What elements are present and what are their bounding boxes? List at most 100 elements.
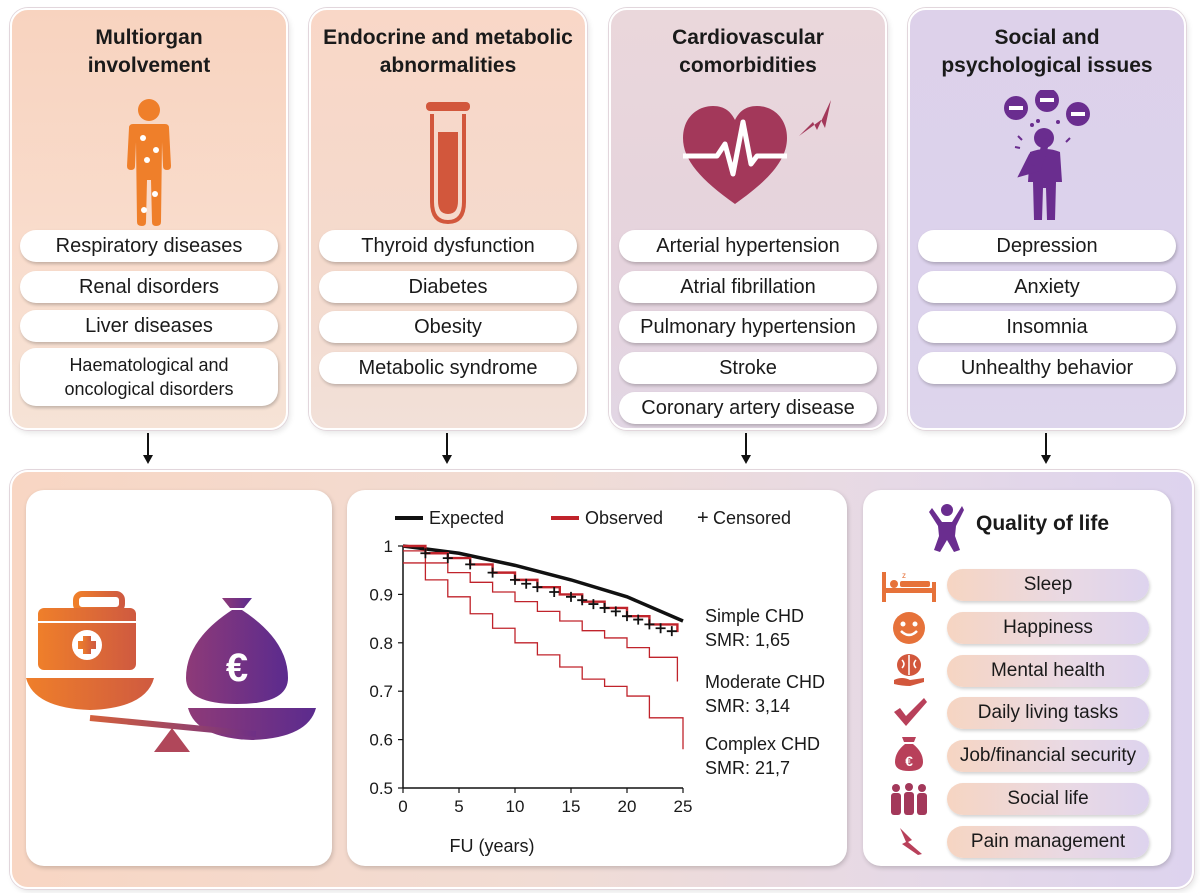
censored-mark <box>549 586 560 597</box>
list-item: Metabolic syndrome <box>319 352 577 384</box>
censored-mark <box>442 553 453 564</box>
currency-symbol: € <box>226 646 248 690</box>
group-people-icon <box>891 783 927 815</box>
legend-label-observed: Observed <box>585 508 663 528</box>
panel-cardiovascular: Cardiovascular comorbidities Arterial hy… <box>609 8 887 430</box>
list-item: Respiratory diseases <box>20 230 278 262</box>
series-line-3 <box>403 562 684 750</box>
x-tick-label: 10 <box>506 797 525 816</box>
bed-icon: z <box>882 571 936 602</box>
panel-title: Social and psychological issues <box>941 26 1153 77</box>
qol-item: Job/financial security <box>947 740 1149 772</box>
survival-chart: Expected Observed + Censored 0 5 10 15 20 25 0… <box>369 507 825 856</box>
y-tick-label: 0.9 <box>369 585 393 604</box>
healthcare-cost-card: € <box>26 490 332 866</box>
list-item: Liver diseases <box>20 310 278 342</box>
cost-balance-icon: € <box>26 591 316 752</box>
annotation-simple-chd: Simple CHD <box>705 606 804 626</box>
annotation-moderate-smr: SMR: 3,14 <box>705 696 790 716</box>
panel-endocrine: Endocrine and metabolic abnormalities Th… <box>309 8 587 430</box>
censored-mark <box>633 614 644 625</box>
x-tick-label: 0 <box>398 797 407 816</box>
down-arrow-icon <box>741 433 751 464</box>
censored-mark <box>622 611 632 622</box>
qol-item: Daily living tasks <box>947 697 1149 729</box>
list-item: Diabetes <box>319 271 577 303</box>
quality-of-life-title: Quality of life <box>976 512 1110 535</box>
censored-mark <box>577 595 588 606</box>
legend-label-expected: Expected <box>429 508 504 528</box>
list-item: Pulmonary hypertension <box>619 311 877 343</box>
list-item: Stroke <box>619 352 877 384</box>
x-tick-label: 5 <box>454 797 463 816</box>
list-item: Thyroid dysfunction <box>319 230 577 262</box>
down-arrow-icon <box>1041 433 1051 464</box>
worried-person-icon <box>1004 90 1090 220</box>
list-item: Coronary artery disease <box>619 392 877 424</box>
panel-multiorgan: Multiorgan involvement Respiratory disea… <box>10 8 288 430</box>
qol-item: Social life <box>947 783 1149 815</box>
series-line-2 <box>403 550 679 682</box>
censored-mark <box>655 623 666 634</box>
x-tick-label: 15 <box>562 797 581 816</box>
annotation-complex-chd: Complex CHD <box>705 734 820 754</box>
list-item: Anxiety <box>918 271 1176 303</box>
x-tick-label: 25 <box>674 797 693 816</box>
chart-legend: Expected Observed + Censored <box>395 507 791 529</box>
list-item: Haematological and oncological disorders <box>20 348 278 406</box>
down-arrow-icon <box>442 433 452 464</box>
list-item: Insomnia <box>918 311 1176 343</box>
money-bag-icon: € <box>895 737 923 771</box>
x-axis-label: FU (years) <box>450 836 535 856</box>
qol-item: Mental health <box>947 655 1149 687</box>
censored-mark <box>666 626 677 637</box>
svg-text:z: z <box>902 571 906 580</box>
censored-mark <box>566 591 576 602</box>
list-item: Depression <box>918 230 1176 262</box>
censored-mark <box>532 582 543 593</box>
panel-title: Multiorgan involvement <box>87 26 211 77</box>
qol-item: Happiness <box>947 612 1149 644</box>
list-item: Renal disorders <box>20 271 278 303</box>
down-arrow-icon <box>143 433 153 464</box>
censored-mark <box>521 578 532 589</box>
censored-mark <box>599 602 610 613</box>
y-tick-label: 0.5 <box>369 779 393 798</box>
censored-mark <box>487 567 498 578</box>
brain-hand-icon <box>894 654 924 686</box>
smiley-icon <box>893 612 925 644</box>
y-tick-label: 1 <box>384 537 393 556</box>
y-tick-label: 0.8 <box>369 634 393 653</box>
heart-pulse-icon <box>683 100 831 204</box>
annotation-moderate-chd: Moderate CHD <box>705 672 825 692</box>
legend-label-censored: Censored <box>713 508 791 528</box>
annotation-simple-smr: SMR: 1,65 <box>705 630 790 650</box>
y-tick-label: 0.7 <box>369 682 393 701</box>
censored-mark <box>465 559 476 570</box>
list-item: Unhealthy behavior <box>918 352 1176 384</box>
list-item: Atrial fibrillation <box>619 271 877 303</box>
test-tube-icon <box>426 102 470 225</box>
y-tick-label: 0.6 <box>369 731 393 750</box>
list-item: Obesity <box>319 311 577 343</box>
legend-symbol-censored: + <box>697 507 709 529</box>
lightning-pain-icon <box>900 828 922 855</box>
series-line-0 <box>402 544 684 623</box>
panel-social: Social and psychological issues Depressi… <box>908 8 1186 430</box>
annotation-complex-smr: SMR: 21,7 <box>705 758 790 778</box>
qol-item: Sleep <box>947 569 1149 601</box>
svg-text:€: € <box>905 753 913 769</box>
qol-item: Pain management <box>947 826 1149 858</box>
panel-title: Endocrine and metabolic abnormalities <box>323 26 573 77</box>
x-tick-label: 20 <box>618 797 637 816</box>
checkmark-icon <box>894 698 927 726</box>
list-item: Arterial hypertension <box>619 230 877 262</box>
jumping-person-icon <box>929 504 964 552</box>
panel-title: Cardiovascular comorbidities <box>672 26 824 77</box>
censored-mark <box>510 574 520 585</box>
censored-mark <box>588 599 599 610</box>
censored-mark <box>610 606 621 617</box>
censored-mark <box>420 548 431 559</box>
person-body-icon <box>127 99 171 226</box>
censored-mark <box>644 619 655 630</box>
